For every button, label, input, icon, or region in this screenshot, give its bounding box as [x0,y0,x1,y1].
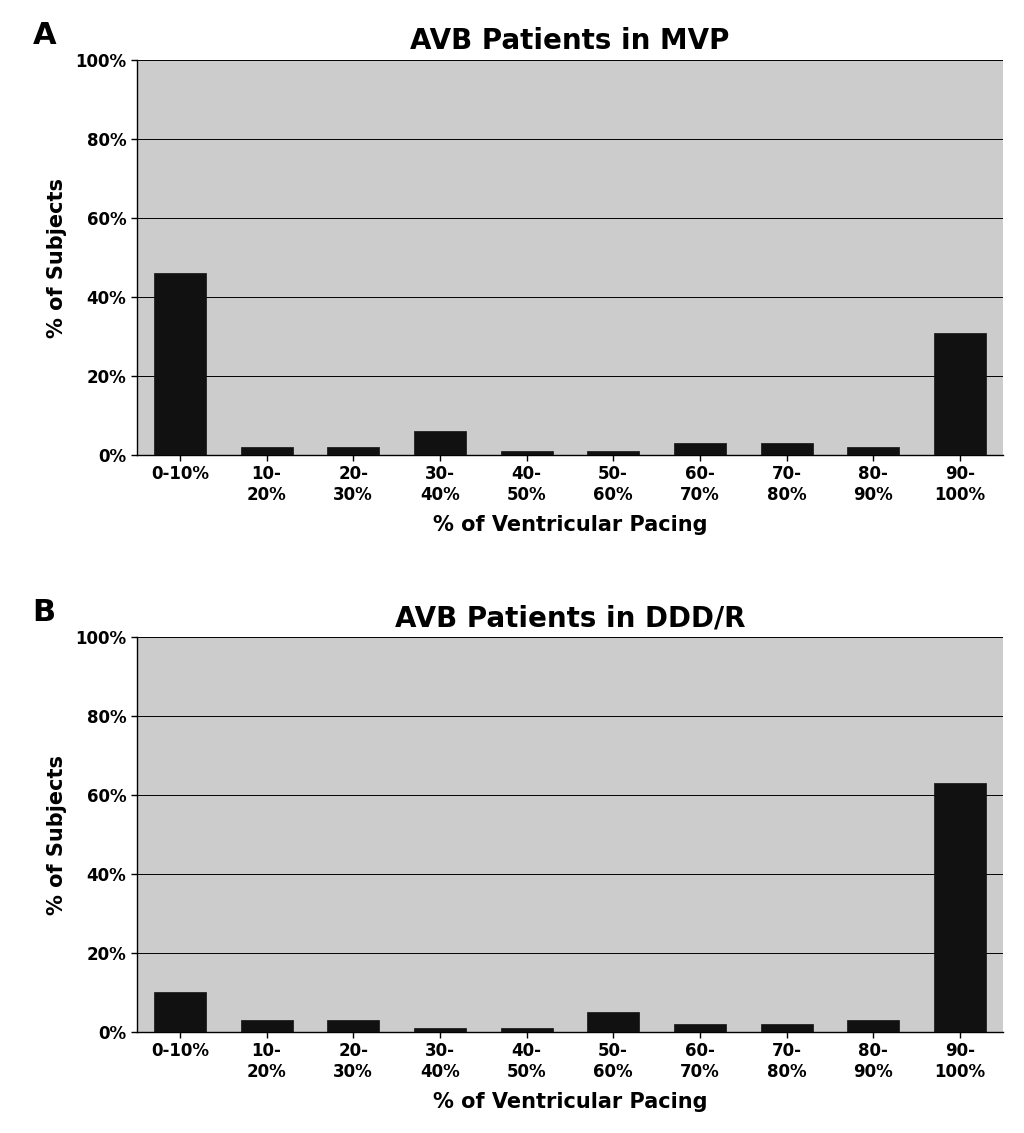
Bar [414,1028,466,1032]
Title: AVB Patients in MVP: AVB Patients in MVP [411,27,729,56]
Bar [934,333,986,455]
Y-axis label: % of Subjects: % of Subjects [47,755,67,914]
Text: A: A [33,22,56,50]
Bar [154,993,206,1032]
Bar [241,448,293,455]
Y-axis label: % of Subjects: % of Subjects [47,178,67,338]
Bar [761,443,812,455]
X-axis label: % of Ventricular Pacing: % of Ventricular Pacing [432,1092,708,1113]
Bar [414,432,466,455]
Bar [154,273,206,455]
Bar [587,451,639,455]
Bar [847,448,899,455]
Bar [761,1024,812,1032]
Bar [674,443,726,455]
Text: B: B [33,598,55,627]
Bar [587,1012,639,1032]
Bar [501,451,553,455]
Bar [328,1020,379,1032]
Bar [501,1028,553,1032]
Bar [328,448,379,455]
Title: AVB Patients in DDD/R: AVB Patients in DDD/R [394,604,745,632]
Bar [241,1020,293,1032]
Bar [934,783,986,1032]
X-axis label: % of Ventricular Pacing: % of Ventricular Pacing [432,516,708,535]
Bar [847,1020,899,1032]
Bar [674,1024,726,1032]
